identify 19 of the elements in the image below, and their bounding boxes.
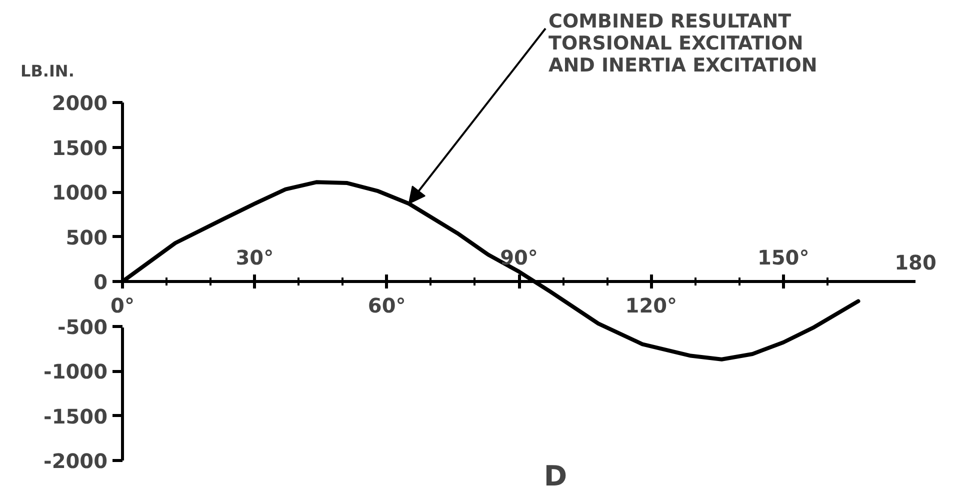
y-tick-label: 2000 <box>52 91 108 115</box>
x2-tick-label: 180 <box>894 250 936 274</box>
y-tick-label: 500 <box>66 225 108 250</box>
y-tick-label: 1500 <box>52 136 108 160</box>
x-tick-label: 120° <box>625 294 678 318</box>
text: D <box>544 460 568 492</box>
y-tick-label: 1000 <box>52 180 108 204</box>
x2-tick-label: 90° <box>500 246 538 270</box>
y-tick-label: -2000 <box>44 449 108 473</box>
x-tick-label: 60° <box>368 294 406 318</box>
x-tick-label: 0° <box>110 294 134 318</box>
y-tick-label: -500 <box>57 314 108 339</box>
x2-tick-label: 150° <box>757 246 810 270</box>
y-tick-label: 0 <box>94 270 108 294</box>
y-tick-label: -1000 <box>44 360 108 384</box>
x2-tick-label: 30° <box>236 246 274 270</box>
annotation: COMBINED RESULTANT TORSIONAL EXCITATION AND INERTIA EXCITATION <box>548 10 818 76</box>
y-axis-title: LB.IN. <box>20 62 74 80</box>
y-tick-label: -1500 <box>44 404 108 428</box>
